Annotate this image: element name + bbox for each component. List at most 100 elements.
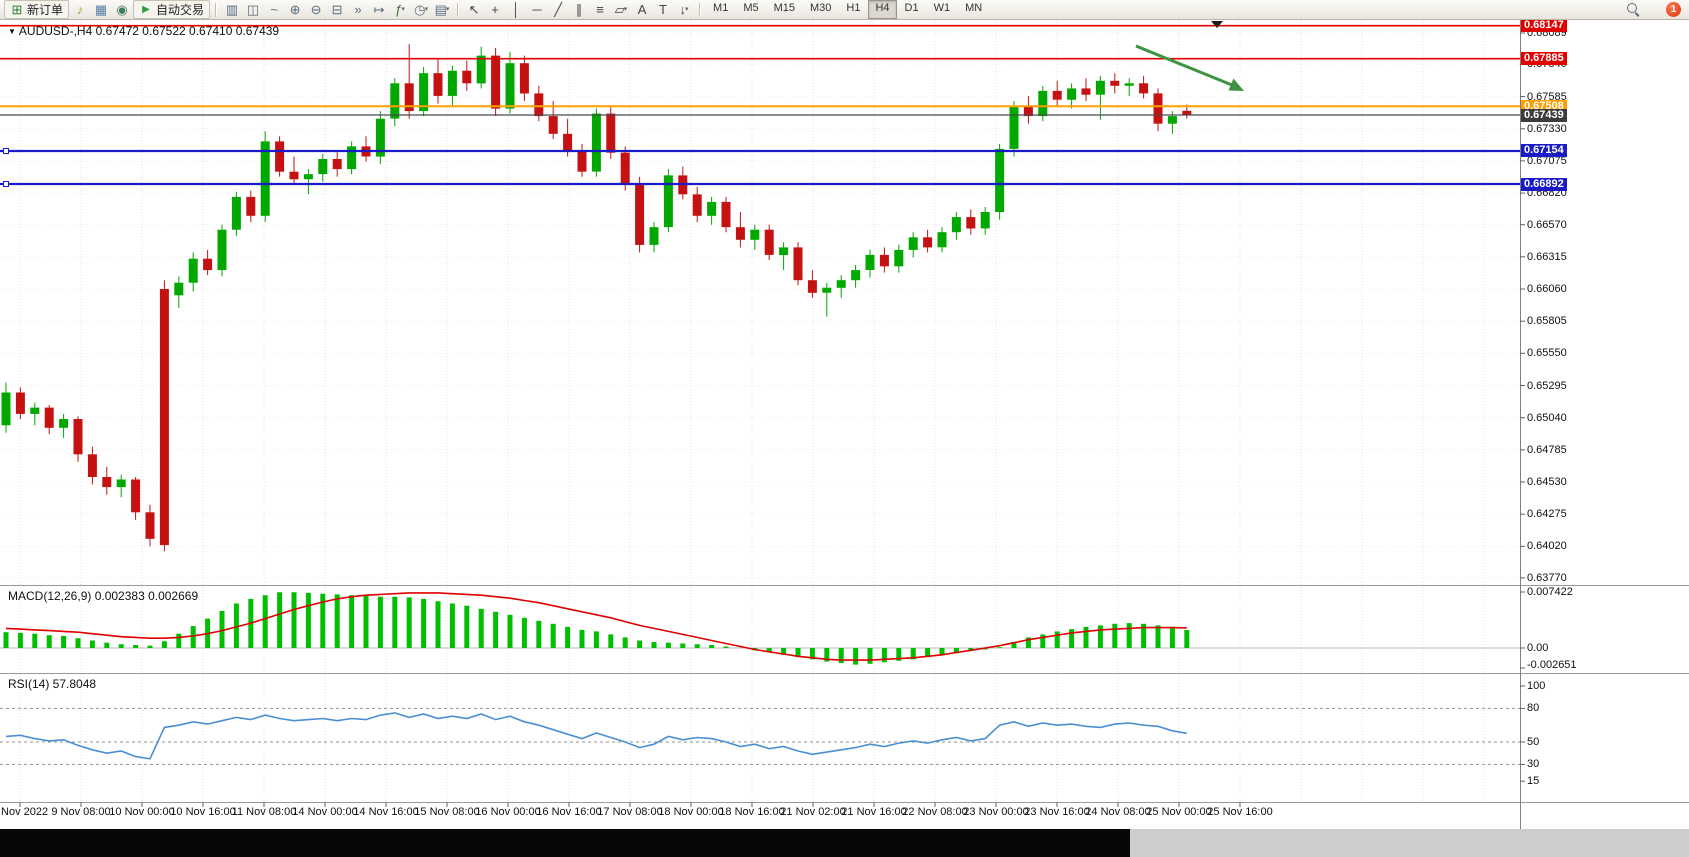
period-icon[interactable]: ◷ ▾: [414, 2, 428, 17]
price-line-badge-0.67154: 0.67154: [1521, 144, 1567, 158]
price-axis-tick: 0.64530: [1527, 476, 1567, 489]
timeframe-MN[interactable]: MN: [965, 2, 983, 14]
rsi-line: [5, 712, 1187, 760]
timeframe-D1[interactable]: D1: [904, 2, 919, 14]
text-label-icon[interactable]: T: [659, 2, 667, 17]
timeframe-H1[interactable]: H1: [846, 2, 861, 14]
new-order-icon: ⊞: [11, 2, 23, 17]
terminal-icon[interactable]: ▦: [94, 2, 108, 17]
timeframe-W1[interactable]: W1: [933, 2, 951, 14]
candle-body: [548, 116, 558, 134]
candle-body: [1182, 110, 1192, 115]
macd-panel[interactable]: [0, 586, 1520, 673]
candle-body: [836, 280, 846, 288]
chevron-down-icon[interactable]: ▾: [445, 6, 450, 13]
candle-body: [332, 159, 342, 170]
candle-body: [159, 289, 169, 546]
fibonacci-icon[interactable]: ≡: [596, 2, 604, 17]
time-axis-label: 18 Nov 00:00: [658, 806, 724, 818]
zoom-in-icon[interactable]: ⊕: [289, 2, 301, 17]
crosshair-icon[interactable]: +: [491, 2, 499, 17]
auto-scroll-icon[interactable]: »: [354, 2, 362, 17]
alerts-icon[interactable]: ♪: [76, 2, 84, 17]
chevron-down-icon[interactable]: ▾: [424, 6, 428, 13]
search-icon[interactable]: [1626, 2, 1641, 17]
time-axis-label: 24 Nov 08:00: [1085, 806, 1151, 818]
candle-body: [1067, 88, 1077, 100]
candle-body: [1139, 83, 1149, 94]
macd-label: MACD(12,26,9) 0.002383 0.002669: [8, 589, 199, 603]
candle-body: [635, 184, 645, 245]
timeframe-H4[interactable]: H4: [868, 0, 897, 19]
toolbar-chart-icons: ▥ ◫ ~ ⊕ ⊖ ⊟ » ↦ ƒ ▾ ◷ ▾ ▤ ▾: [222, 1, 452, 18]
rsi-axis-label: 100: [1527, 680, 1546, 692]
time-axis-label: 10 Nov 16:00: [170, 806, 236, 818]
candle-body: [822, 287, 832, 293]
candle-body: [231, 196, 241, 230]
tile-windows-icon[interactable]: ⊟: [331, 2, 343, 17]
strategy-tester-icon[interactable]: ◉: [116, 2, 128, 17]
bottom-bar-right: [1130, 829, 1689, 857]
candle-body: [563, 133, 573, 152]
timeframe-M15[interactable]: M15: [773, 2, 795, 14]
price-axis-tick: 0.65295: [1527, 379, 1567, 392]
candle-body: [30, 407, 40, 414]
autotrading-button[interactable]: ▶ 自动交易: [133, 0, 211, 19]
rsi-label: RSI(14) 57.8048: [8, 677, 97, 691]
bar-chart-icon[interactable]: ▥: [225, 2, 239, 17]
price-axis-tick: 0.66315: [1527, 250, 1567, 263]
notification-badge[interactable]: 1: [1666, 2, 1681, 17]
symbol-dropdown-icon[interactable]: ▼: [8, 27, 16, 36]
candle-body: [505, 63, 515, 109]
time-axis-label: 14 Nov 16:00: [353, 806, 419, 818]
channel-icon[interactable]: ∥: [575, 2, 583, 17]
candle-body: [188, 258, 198, 283]
trend-arrow[interactable]: [1135, 44, 1233, 87]
new-order-label: 新订单: [27, 3, 64, 17]
zoom-out-icon[interactable]: ⊖: [310, 2, 322, 17]
chart-shift-marker[interactable]: [1211, 21, 1223, 28]
new-order-button[interactable]: ⊞ 新订单: [4, 0, 70, 19]
trendline-icon[interactable]: ╱: [554, 2, 562, 17]
candle-body: [779, 247, 789, 255]
time-axis-label: 22 Nov 08:00: [902, 806, 968, 818]
timeframe-M30[interactable]: M30: [810, 2, 832, 14]
candle-body: [995, 148, 1005, 212]
candlestick-chart-icon[interactable]: ◫: [246, 2, 260, 17]
trend-arrow-head[interactable]: [1228, 78, 1245, 92]
price-axis-tick: 0.64785: [1527, 443, 1567, 456]
candle-body: [375, 118, 385, 157]
candle-body: [1110, 80, 1120, 86]
candle-body: [404, 83, 414, 112]
time-axis-label: 15 Nov 08:00: [414, 806, 480, 818]
chevron-down-icon[interactable]: ▾: [623, 6, 628, 13]
rsi-panel[interactable]: [0, 674, 1520, 802]
chevron-down-icon[interactable]: ▾: [401, 6, 405, 13]
candle-body: [1052, 90, 1062, 100]
candle-body: [447, 70, 457, 96]
line-handle[interactable]: [3, 148, 9, 154]
chart-shift-icon[interactable]: ↦: [373, 2, 385, 17]
templates-icon[interactable]: ▤ ▾: [434, 2, 450, 17]
timeframe-M5[interactable]: M5: [743, 2, 759, 14]
cursor-icon[interactable]: ↖: [468, 2, 480, 17]
text-icon[interactable]: A: [637, 2, 647, 17]
line-handle[interactable]: [3, 181, 9, 187]
arrows-icon[interactable]: ↓ ▾: [679, 2, 689, 17]
indicators-icon[interactable]: ƒ ▾: [395, 2, 405, 17]
time-axis-label: 11 Nov 08:00: [231, 806, 297, 818]
shapes-icon[interactable]: ▱ ▾: [614, 2, 628, 17]
time-axis-label: 9 Nov 08:00: [51, 806, 111, 818]
candle-body: [735, 227, 745, 240]
candle-body: [491, 55, 501, 109]
chevron-down-icon[interactable]: ▾: [685, 6, 689, 13]
candle-body: [534, 93, 544, 117]
price-line-badge-0.67439: 0.67439: [1521, 108, 1567, 122]
vertical-line-icon[interactable]: │: [511, 2, 521, 17]
line-chart-icon[interactable]: ~: [270, 2, 278, 17]
timeframe-M1[interactable]: M1: [713, 2, 729, 14]
candle-body: [937, 232, 947, 248]
horizontal-line-icon[interactable]: ─: [532, 2, 542, 17]
chart-area[interactable]: [0, 20, 1520, 585]
